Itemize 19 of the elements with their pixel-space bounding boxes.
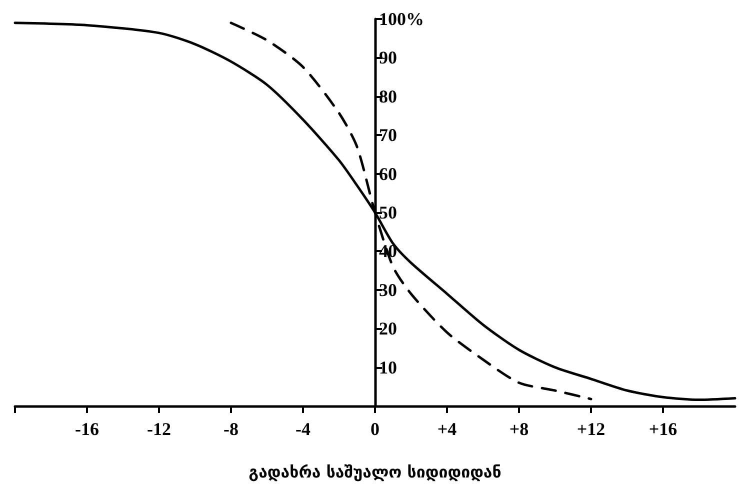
x-tick-label: +8 bbox=[509, 419, 529, 439]
y-tick-label: 90 bbox=[379, 48, 397, 68]
x-axis-title: გადახრა საშუალო სიდიდიდან bbox=[248, 462, 502, 482]
x-tick-label: -12 bbox=[147, 419, 171, 439]
y-tick-label: 80 bbox=[379, 86, 397, 106]
x-tick-label: +12 bbox=[576, 419, 606, 439]
y-tick-label: 50 bbox=[379, 202, 397, 222]
x-tick-label: -16 bbox=[75, 419, 99, 439]
x-tick-label: 0 bbox=[370, 419, 380, 439]
x-tick-label: +4 bbox=[437, 419, 457, 439]
x-tick-label: -8 bbox=[224, 419, 238, 439]
y-tick-label: 10 bbox=[379, 357, 397, 378]
y-tick-label: 100% bbox=[379, 9, 424, 29]
x-tick-label: -4 bbox=[296, 419, 310, 439]
y-tick-label: 60 bbox=[379, 164, 397, 184]
y-tick-label: 20 bbox=[379, 318, 397, 339]
x-tick-label: +16 bbox=[648, 419, 678, 439]
y-tick-label: 70 bbox=[379, 125, 397, 146]
y-tick-label: 30 bbox=[379, 280, 397, 300]
